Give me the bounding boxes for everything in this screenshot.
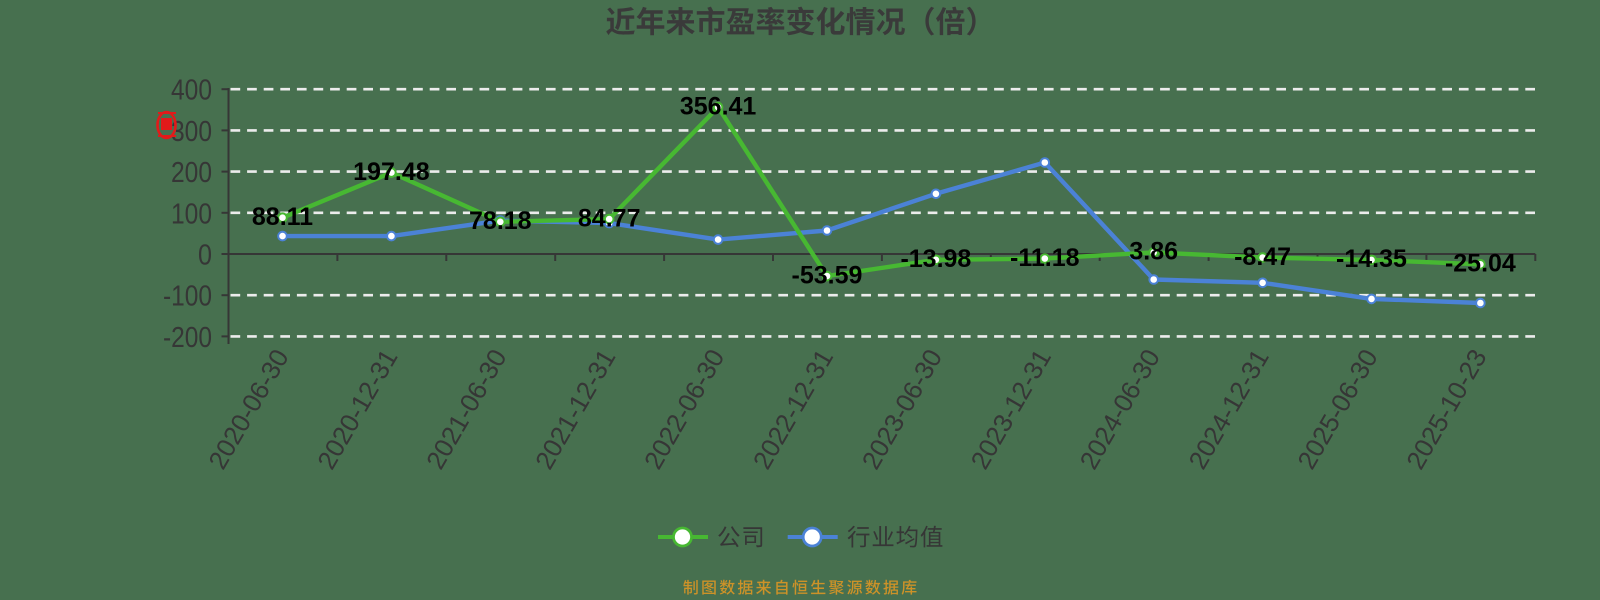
- svg-text:2025-10-23: 2025-10-23: [1400, 344, 1492, 474]
- svg-text:-53.59: -53.59: [792, 261, 863, 289]
- svg-text:2022-12-31: 2022-12-31: [747, 344, 839, 474]
- svg-text:-8.47: -8.47: [1234, 243, 1291, 271]
- svg-text:2020-12-31: 2020-12-31: [311, 344, 403, 474]
- svg-text:400: 400: [171, 75, 212, 107]
- svg-text:2024-12-31: 2024-12-31: [1182, 344, 1274, 474]
- svg-text:-13.98: -13.98: [900, 245, 971, 273]
- svg-text:2024-06-30: 2024-06-30: [1073, 344, 1165, 474]
- svg-text:-100: -100: [163, 281, 212, 313]
- svg-text:2023-12-31: 2023-12-31: [965, 344, 1057, 474]
- svg-text:2021-06-30: 2021-06-30: [420, 344, 512, 474]
- svg-text:84.77: 84.77: [578, 204, 641, 232]
- svg-text:2020-06-30: 2020-06-30: [202, 344, 294, 474]
- svg-text:197.48: 197.48: [353, 158, 430, 186]
- svg-text:78.18: 78.18: [469, 207, 532, 235]
- svg-text:2025-06-30: 2025-06-30: [1291, 344, 1383, 474]
- svg-text:2023-06-30: 2023-06-30: [856, 344, 948, 474]
- svg-text:356.41: 356.41: [680, 93, 757, 121]
- svg-text:-25.04: -25.04: [1445, 250, 1516, 278]
- svg-text:2022-06-30: 2022-06-30: [638, 344, 730, 474]
- svg-text:-14.35: -14.35: [1336, 245, 1407, 273]
- svg-text:300: 300: [171, 116, 212, 148]
- svg-text:0: 0: [198, 240, 212, 272]
- svg-text:100: 100: [171, 198, 212, 230]
- svg-text:88.11: 88.11: [252, 203, 313, 231]
- svg-text:-11.18: -11.18: [1010, 244, 1080, 272]
- svg-text:3.86: 3.86: [1129, 238, 1178, 266]
- svg-text:2021-12-31: 2021-12-31: [529, 344, 621, 474]
- svg-text:-200: -200: [163, 322, 212, 354]
- svg-text:200: 200: [171, 157, 212, 189]
